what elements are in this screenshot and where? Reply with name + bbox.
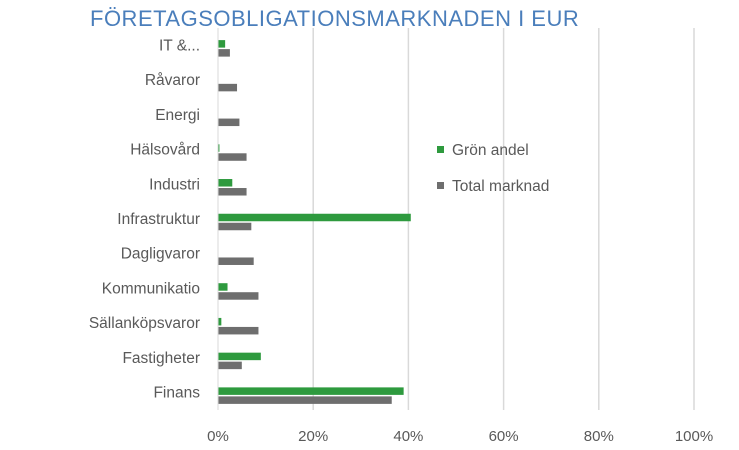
x-tick-label: 60%: [489, 428, 519, 445]
bar: [218, 118, 240, 127]
bar: [218, 179, 233, 187]
bar: [218, 83, 238, 92]
category-label: Finans: [153, 385, 200, 402]
x-tick-label: 20%: [298, 428, 328, 445]
chart-title: FÖRETAGSOBLIGATIONSMARKNADEN I EUR: [90, 6, 580, 31]
category-label: IT &...: [159, 37, 200, 54]
category-label: Energi: [155, 107, 200, 124]
x-tick-label: 0%: [207, 428, 229, 445]
category-label: Råvaror: [145, 72, 200, 89]
x-tick-label: 40%: [393, 428, 423, 445]
legend-label: Total marknad: [452, 178, 549, 195]
bar: [218, 361, 242, 370]
bar: [218, 396, 392, 404]
category-label: Hälsovård: [130, 142, 200, 159]
x-tick-label: 80%: [584, 428, 614, 445]
bar: [218, 352, 261, 361]
bar: [218, 257, 254, 265]
bar: [218, 153, 247, 161]
bar: [218, 188, 247, 196]
bar: [218, 292, 259, 300]
category-label: Kommunikatio: [102, 280, 200, 297]
bar: [218, 222, 252, 231]
bar: [218, 213, 411, 222]
category-label: Industri: [149, 176, 200, 193]
bar: [218, 317, 222, 326]
legend-swatch: [437, 182, 444, 189]
bar: [218, 40, 226, 48]
bar: [218, 283, 228, 291]
bar: [218, 387, 404, 395]
category-label: Dagligvaror: [121, 246, 200, 263]
legend-label: Grön andel: [452, 142, 529, 159]
bar: [218, 49, 230, 57]
legend-swatch: [437, 146, 444, 153]
bar: [218, 144, 220, 152]
bar: [218, 326, 259, 335]
x-tick-label: 100%: [675, 428, 713, 445]
category-label: Sällanköpsvaror: [89, 315, 200, 332]
category-label: Infrastruktur: [117, 211, 200, 228]
category-label: Fastigheter: [122, 350, 200, 367]
